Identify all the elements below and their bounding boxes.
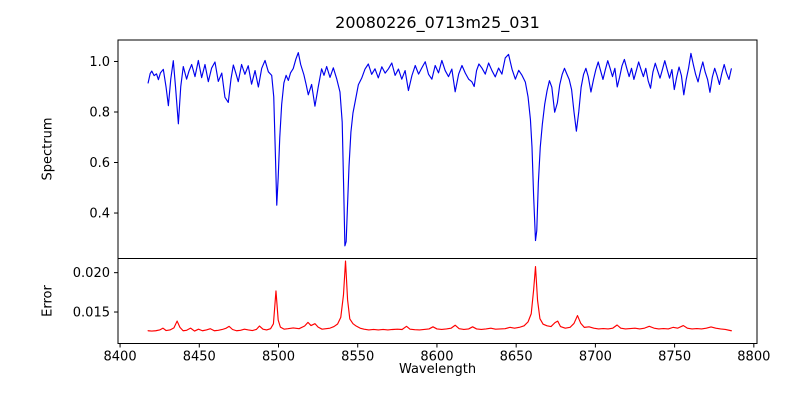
x-axis-label: Wavelength: [398, 362, 477, 377]
x-tick-label: 8750: [658, 350, 691, 365]
y-tick-label: 0.4: [89, 207, 110, 222]
error-line: [147, 260, 732, 332]
y-tick-label: 0.015: [73, 306, 110, 321]
x-tick-label: 8700: [579, 350, 612, 365]
error-panel-border: [117, 258, 758, 344]
x-tick-label: 8550: [341, 350, 374, 365]
y-tick-label: 1.0: [89, 55, 110, 70]
x-tick-label: 8800: [737, 350, 770, 365]
x-tick-label: 8650: [500, 350, 533, 365]
x-tick-label: 8400: [104, 350, 137, 365]
x-tick-label: 8500: [262, 350, 295, 365]
y-tick-label: 0.8: [89, 105, 110, 120]
error-panel: 0.015 0.020: [73, 258, 758, 344]
spectrum-line: [147, 52, 732, 247]
spectrum-panel: 0.4 0.6 0.8 1.0: [89, 39, 758, 259]
x-tick-label: 8600: [420, 350, 453, 365]
chart-title: 20080226_0713m25_031: [335, 13, 540, 32]
y-tick-label: 0.6: [89, 156, 110, 171]
y-tick-label: 0.020: [73, 266, 110, 281]
x-tick-label: 8450: [183, 350, 216, 365]
